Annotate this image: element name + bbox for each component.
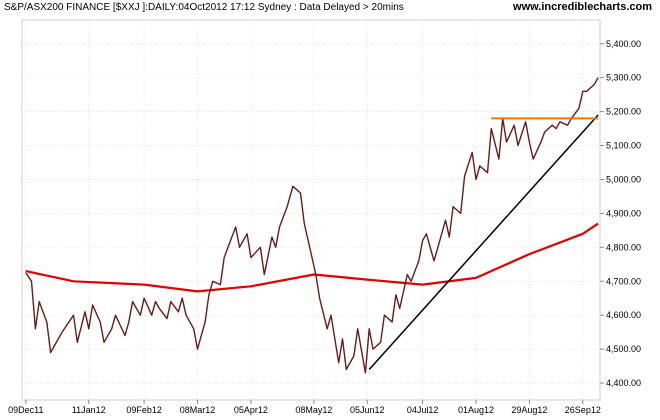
- x-tick-label: 04Jul12: [407, 405, 439, 415]
- y-tick-label: 4,700.00: [606, 276, 641, 286]
- brand-label: www.incrediblecharts.com: [513, 1, 652, 13]
- x-tick-label: 11Jan12: [72, 405, 106, 415]
- x-tick-label: 01Aug12: [458, 405, 494, 415]
- y-tick-label: 5,200.00: [606, 107, 641, 117]
- y-tick-label: 5,300.00: [606, 73, 641, 83]
- x-tick-label: 05Jun12: [350, 405, 385, 415]
- y-tick-label: 4,900.00: [606, 208, 641, 218]
- chart-title: S&P/ASX200 FINANCE [$XXJ ]:DAILY:04Oct20…: [4, 2, 404, 13]
- x-tick-label: 08May12: [295, 405, 332, 415]
- x-tick-label: 05Apr12: [234, 405, 268, 415]
- y-tick-label: 4,400.00: [606, 378, 641, 388]
- x-tick-label: 26Sep12: [565, 405, 601, 415]
- trendline: [368, 114, 599, 370]
- y-tick-label: 5,100.00: [606, 141, 641, 151]
- plot-frame: [21, 19, 601, 401]
- x-tick-label: 29Aug12: [511, 405, 547, 415]
- y-tick-label: 5,000.00: [606, 174, 641, 184]
- y-tick-label: 4,800.00: [606, 242, 641, 252]
- price-line: [25, 77, 599, 374]
- x-tick-label: 09Feb12: [126, 405, 162, 415]
- y-tick-label: 4,600.00: [606, 310, 641, 320]
- y-tick-label: 4,500.00: [606, 344, 641, 354]
- x-tick-label: 08Mar12: [180, 405, 216, 415]
- x-tick-label: 09Dec11: [8, 405, 43, 415]
- moving-average-line: [25, 222, 599, 293]
- y-tick-label: 5,400.00: [606, 39, 641, 49]
